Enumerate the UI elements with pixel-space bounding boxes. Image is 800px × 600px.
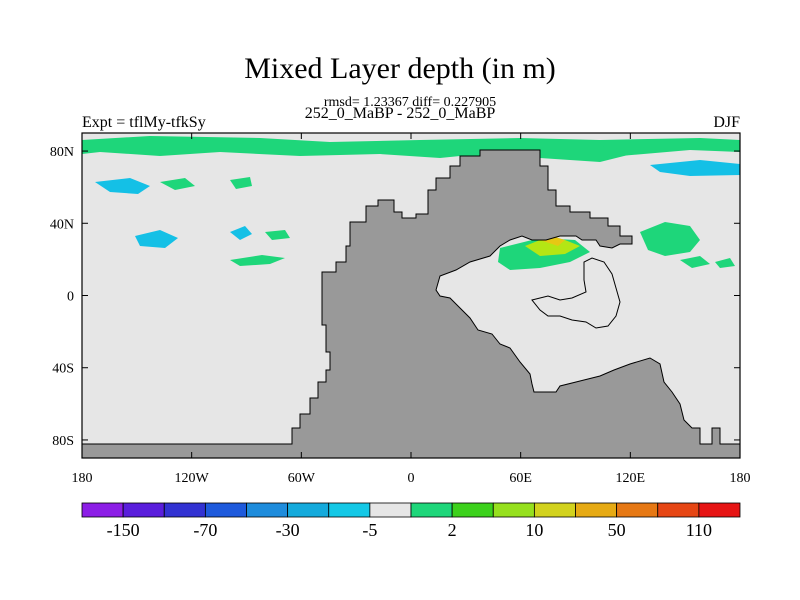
- colorbar-swatch: [410, 502, 453, 518]
- colorbar-swatch: [163, 502, 206, 518]
- colorbar-swatch: [369, 502, 412, 518]
- x-tick-label: 120W: [175, 471, 210, 486]
- y-axis-ticks: 80N 40N 0 40S 80S: [50, 145, 740, 449]
- y-tick-label: 80S: [52, 434, 74, 449]
- colorbar: [81, 502, 741, 518]
- positive-patch-7: [680, 256, 710, 268]
- x-tick-label: 60W: [288, 471, 316, 486]
- colorbar-label: -30: [276, 520, 300, 540]
- colorbar-label: -150: [107, 520, 140, 540]
- x-tick-label: 60E: [509, 471, 532, 486]
- negative-patch-2: [135, 230, 178, 248]
- colorbar-label: -5: [362, 520, 377, 540]
- season-label: DJF: [713, 114, 740, 131]
- positive-patch-1: [160, 178, 195, 190]
- colorbar-swatch: [533, 502, 576, 518]
- positive-patch-peak: [525, 238, 580, 256]
- x-axis-ticks: 180 120W 60W 0 60E 120E 180: [72, 133, 751, 486]
- y-tick-label: 40S: [52, 362, 74, 377]
- colorbar-swatch: [328, 502, 371, 518]
- colorbar-swatch: [575, 502, 618, 518]
- y-tick-label: 0: [67, 290, 74, 305]
- anomaly-patches: [82, 136, 740, 270]
- colorbar-swatch: [492, 502, 535, 518]
- negative-patch-1: [95, 178, 150, 194]
- stats-text: rmsd= 1.23367 diff= 0.227905: [323, 95, 497, 110]
- land-mass: [81, 149, 741, 459]
- positive-patch-6: [640, 222, 700, 256]
- subtitle: 252_0_MaBP - 252_0_MaBP: [304, 105, 496, 122]
- experiment-label: Expt = tflMy-tfkSy: [82, 114, 206, 131]
- colorbar-label: 110: [686, 520, 712, 540]
- inland-sea: [531, 257, 621, 329]
- colorbar-swatch: [122, 502, 165, 518]
- colorbar-swatch: [616, 502, 659, 518]
- colorbar-swatch: [81, 502, 124, 518]
- colorbar-swatch: [698, 502, 741, 518]
- colorbar-label: 50: [608, 520, 626, 540]
- colorbar-swatch: [657, 502, 700, 518]
- colorbar-label: 2: [448, 520, 457, 540]
- colorbar-label: 10: [525, 520, 543, 540]
- colorbar-swatch: [246, 502, 289, 518]
- x-tick-label: 180: [730, 471, 751, 486]
- y-tick-label: 40N: [50, 217, 74, 232]
- y-tick-label: 80N: [50, 145, 74, 160]
- positive-patch-4: [265, 230, 290, 240]
- colorbar-swatch: [204, 502, 247, 518]
- positive-patch-8: [715, 258, 735, 268]
- negative-patch-3: [650, 160, 740, 176]
- positive-patch-2: [230, 177, 252, 189]
- x-tick-label: 120E: [616, 471, 646, 486]
- x-tick-label: 0: [408, 471, 415, 486]
- x-tick-label: 180: [72, 471, 93, 486]
- colorbar-labels: -150 -70 -30 -5 2 10 50 110: [107, 520, 712, 540]
- colorbar-swatch: [451, 502, 494, 518]
- colorbar-swatch: [287, 502, 330, 518]
- positive-patch-3: [230, 255, 285, 266]
- map-title: Mixed Layer depth (in m): [244, 52, 556, 85]
- colorbar-label: -70: [193, 520, 217, 540]
- negative-patch-4: [230, 226, 252, 240]
